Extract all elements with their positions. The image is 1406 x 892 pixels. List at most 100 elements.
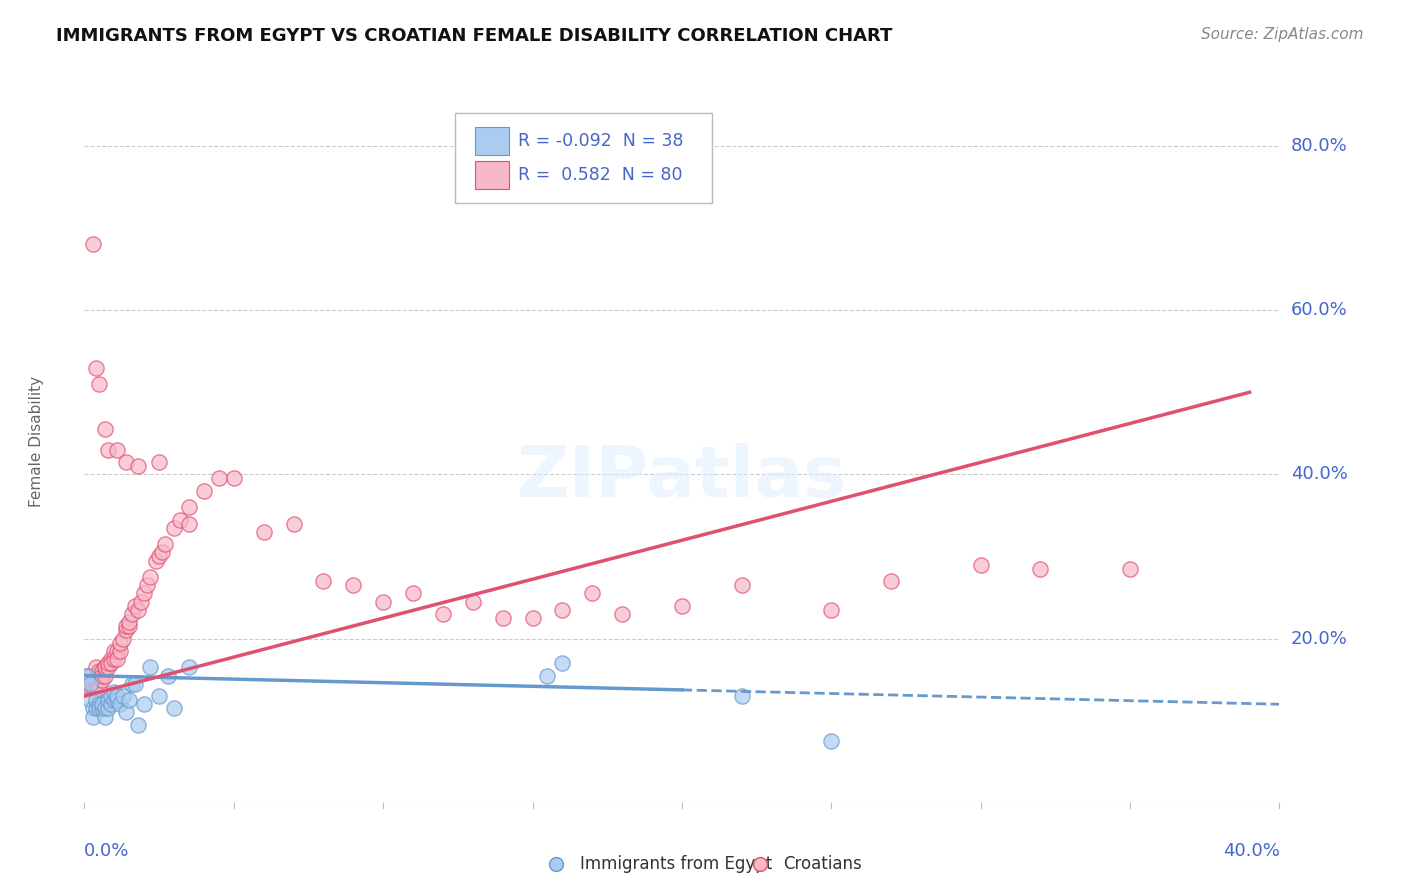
Point [91, 668, 114, 682]
Point [177, 500, 200, 515]
Point [283, 516, 305, 531]
Point [79, 668, 101, 682]
Point [89, 698, 111, 712]
Point [177, 660, 200, 674]
Point [1253, 865, 1275, 880]
Point [112, 632, 135, 646]
Point [492, 611, 515, 625]
Point [97, 657, 120, 671]
Point [91, 665, 114, 679]
Point [551, 657, 574, 671]
Point [129, 594, 152, 608]
Point [222, 471, 245, 485]
Point [89, 665, 111, 679]
Point [86, 673, 108, 687]
Point [89, 681, 111, 695]
Point [82, 681, 104, 695]
Point [139, 660, 162, 674]
Point [118, 615, 141, 630]
Point [82, 701, 104, 715]
Point [150, 545, 173, 559]
Point [461, 594, 484, 608]
Point [105, 689, 128, 703]
Text: ZIPatlas: ZIPatlas [517, 443, 846, 512]
Text: Female Disability: Female Disability [30, 376, 44, 508]
Point [94, 422, 117, 436]
Point [402, 586, 425, 600]
Point [145, 553, 167, 567]
Text: Immigrants from Egypt: Immigrants from Egypt [581, 855, 772, 873]
Point [103, 644, 125, 658]
Point [94, 660, 117, 674]
Point [76, 668, 98, 682]
Point [121, 607, 143, 621]
Point [115, 455, 138, 469]
Point [103, 685, 125, 699]
Point [153, 537, 176, 551]
Text: 0.0%: 0.0% [84, 842, 129, 860]
Point [79, 677, 101, 691]
Point [820, 603, 842, 617]
Point [94, 709, 117, 723]
Point [127, 459, 149, 474]
Point [89, 701, 111, 715]
Point [89, 377, 111, 392]
Point [522, 611, 544, 625]
Point [731, 689, 754, 703]
Point [94, 701, 117, 715]
FancyBboxPatch shape [456, 112, 711, 203]
Point [105, 644, 128, 658]
Point [115, 706, 138, 720]
Point [312, 574, 335, 588]
Bar [475, 161, 509, 189]
Point [148, 549, 170, 564]
Text: 40.0%: 40.0% [1223, 842, 1279, 860]
Point [86, 677, 108, 691]
Point [536, 668, 558, 682]
Bar [475, 128, 509, 154]
Point [100, 698, 122, 712]
Point [100, 689, 122, 703]
Point [91, 673, 114, 687]
Point [79, 693, 101, 707]
Point [118, 619, 141, 633]
Point [127, 718, 149, 732]
Point [105, 693, 128, 707]
Point [177, 516, 200, 531]
Point [373, 594, 395, 608]
Point [432, 607, 454, 621]
Point [612, 607, 634, 621]
Text: 80.0%: 80.0% [1291, 137, 1347, 155]
Point [127, 603, 149, 617]
Point [97, 442, 120, 457]
Point [115, 619, 138, 633]
Text: Croatians: Croatians [783, 855, 862, 873]
Point [163, 701, 186, 715]
Point [105, 442, 128, 457]
Point [115, 624, 138, 638]
Point [132, 698, 156, 712]
Point [82, 709, 104, 723]
Point [86, 660, 108, 674]
Point [94, 660, 117, 674]
Point [208, 471, 231, 485]
Point [139, 570, 162, 584]
Point [124, 599, 146, 613]
Point [148, 455, 170, 469]
Point [193, 483, 215, 498]
Point [118, 693, 141, 707]
Point [82, 677, 104, 691]
Point [124, 677, 146, 691]
Point [157, 668, 180, 682]
Point [671, 599, 693, 613]
Point [112, 689, 135, 703]
Point [97, 660, 120, 674]
Point [1029, 562, 1052, 576]
Text: Source: ZipAtlas.com: Source: ZipAtlas.com [1201, 27, 1364, 42]
Point [76, 681, 98, 695]
Point [82, 237, 104, 252]
Point [110, 698, 132, 712]
Text: 20.0%: 20.0% [1291, 630, 1347, 648]
Point [163, 521, 186, 535]
Point [86, 701, 108, 715]
